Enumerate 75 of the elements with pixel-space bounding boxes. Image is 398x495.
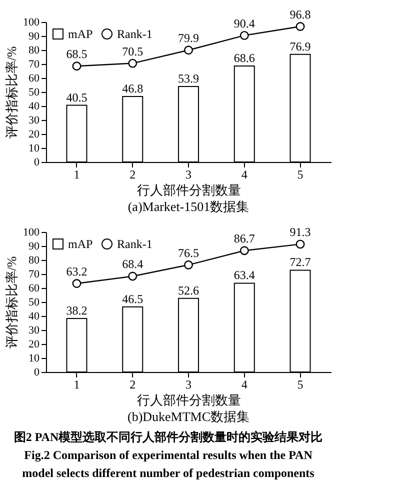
y-tick-label: 60 [28,282,40,294]
x-tick-label: 3 [186,168,192,182]
data-label: 90.4 [234,16,255,30]
point [240,246,249,256]
legend-label: mAP [68,27,93,41]
x-tick-label: 4 [241,168,248,182]
data-label: 46.5 [122,292,144,306]
data-label: 68.6 [234,50,255,65]
caption: Fig.2 Comparison of experimental results when the PAN [24,448,313,462]
x-tick-label: 5 [297,168,304,182]
y-tick-label: 0 [34,156,40,168]
data-label: 46.8 [122,81,144,96]
x-tick-label: 2 [130,168,136,182]
x-tick-label: 2 [130,378,136,392]
data-label: 72.7 [290,255,311,270]
y-tick-label: 100 [23,16,40,28]
y-axis-title: 评价指标比率/% [4,46,19,139]
point [72,62,82,71]
y-tick-label: 40 [28,100,40,112]
data-label: 76.5 [178,246,199,260]
point [128,58,138,68]
x-axis-title: 行人部件分割数量 [137,392,241,408]
y-tick-label: 80 [28,44,40,56]
data-label: 40.5 [66,90,88,104]
y-tick-label: 0 [34,366,40,378]
x-tick-label: 1 [74,378,80,392]
text: (a)Market-1501数据集 [128,199,250,214]
legend-label: Rank-1 [117,27,152,41]
y-tick-label: 70 [28,268,40,280]
data-label: 68.5 [66,47,88,62]
x-axis-title: 行人部件分割数量 [137,182,241,198]
y-tick-label: 30 [28,324,40,336]
point [128,272,138,281]
y-tick-label: 30 [28,114,40,126]
y-tick-label: 90 [28,30,40,42]
y-tick-label: 50 [28,86,40,98]
data-label: 68.4 [122,257,144,272]
x-tick-label: 1 [74,168,80,182]
point [184,260,193,270]
point [296,240,305,249]
data-label: 53.9 [178,72,199,86]
data-label: 70.5 [122,44,144,58]
y-tick-label: 20 [28,338,40,350]
data-label: 79.9 [178,31,199,46]
y-tick-label: 60 [28,72,40,84]
y-axis-title: 评价指标比率/% [4,256,19,349]
data-label: 96.8 [290,7,311,22]
x-tick-label: 5 [297,378,304,392]
point [72,279,82,288]
y-tick-label: 90 [28,240,40,252]
data-label: 52.6 [178,283,199,298]
data-label: 86.7 [234,232,255,246]
point [240,30,249,40]
y-tick-label: 40 [28,310,40,322]
y-tick-label: 10 [28,352,40,364]
data-label: 38.2 [66,304,88,318]
point [184,46,193,55]
y-tick-label: 100 [23,226,40,238]
x-tick-label: 3 [186,378,192,392]
legend-label: Rank-1 [117,237,152,251]
y-tick-label: 80 [28,254,40,266]
data-label: 63.2 [66,264,88,279]
y-tick-label: 10 [28,142,40,154]
data-label: 76.9 [290,39,311,54]
y-tick-label: 70 [28,58,40,70]
point [296,22,305,31]
legend-label: mAP [68,237,93,251]
caption: 图2 PAN模型选取不同行人部件分割数量时的实验结果对比 [14,430,323,444]
data-label: 91.3 [290,225,311,240]
y-tick-label: 20 [28,128,40,140]
data-label: 63.4 [234,268,255,282]
text: (b)DukeMTMC数据集 [127,409,250,424]
x-tick-label: 4 [241,378,248,392]
text: model selects different number of pedestrian components [22,466,315,480]
y-tick-label: 50 [28,296,40,308]
